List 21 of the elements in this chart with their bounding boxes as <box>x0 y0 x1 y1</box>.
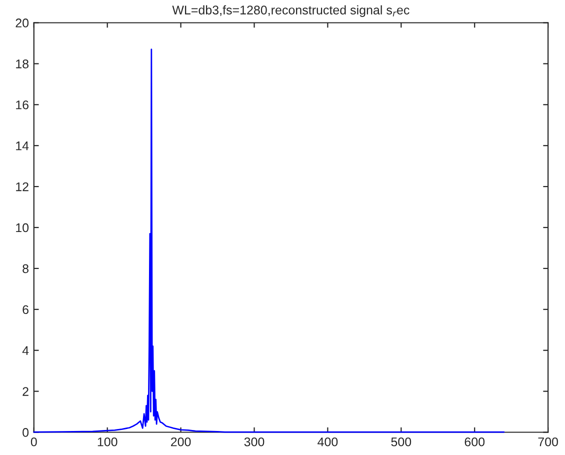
chart-title: WL=db3,fs=1280,reconstructed signal s$_{r}$ec <box>172 5 410 17</box>
x-tick-label: 700 <box>538 437 558 446</box>
y-tick-label: 12 <box>16 182 28 192</box>
y-tick-label: 16 <box>16 100 28 110</box>
y-tick-label: 4 <box>22 346 29 355</box>
line-series <box>33 48 505 433</box>
x-tick-label: 500 <box>391 437 412 446</box>
y-tick-label: 8 <box>22 264 28 274</box>
y-tick-label: 2 <box>22 387 28 396</box>
x-tick-label: 100 <box>98 437 118 446</box>
y-tick-label: 20 <box>16 18 29 28</box>
y-tick-label: 14 <box>16 142 29 150</box>
x-tick-label: 200 <box>171 437 191 446</box>
y-tick-label: 0 <box>22 428 29 437</box>
x-tick-label: 0 <box>30 437 37 446</box>
x-tick-label: 400 <box>318 437 338 446</box>
y-tick-label: 18 <box>16 60 28 68</box>
x-tick-label: 300 <box>244 437 264 446</box>
y-tick-label: 6 <box>22 305 28 314</box>
x-tick-label: 600 <box>464 437 485 446</box>
y-tick-label: 10 <box>16 223 29 232</box>
